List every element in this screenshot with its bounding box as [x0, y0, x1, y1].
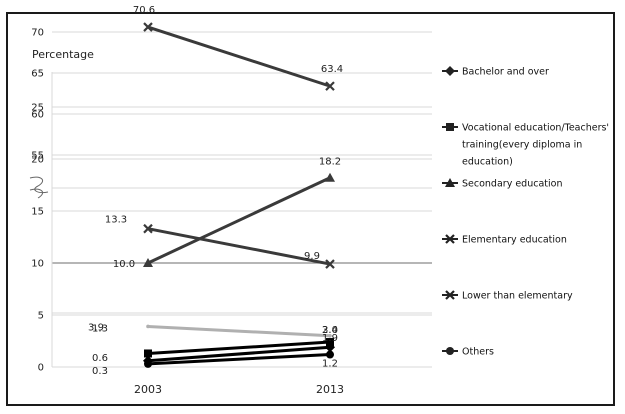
- data-point: [143, 258, 153, 267]
- data-label: 10.0: [113, 259, 135, 270]
- y-tick-label: 55: [31, 151, 44, 162]
- data-label: 13.3: [105, 215, 127, 226]
- legend-item: Vocational education/Teachers' training(e…: [442, 123, 609, 168]
- data-point: [144, 349, 152, 358]
- legend-item: Elementary education: [442, 234, 567, 246]
- legend-label: education): [462, 157, 513, 168]
- y-tick-label: 5: [38, 311, 44, 322]
- y-axis-ticks: 0510152025556065707580: [31, 28, 44, 374]
- data-point: [325, 259, 335, 269]
- series-lines: [147, 25, 331, 366]
- data-label: 9.9: [304, 251, 320, 262]
- legend: Bachelor and over Vocational education/Te…: [442, 66, 609, 358]
- axis-break-symbol: [29, 176, 49, 199]
- series-line: [147, 340, 331, 355]
- data-point: [143, 223, 153, 234]
- data-label: 18.2: [319, 157, 341, 168]
- x-tick-label: 2003: [134, 383, 162, 396]
- legend-label: Lower than elementary: [462, 291, 573, 302]
- axis-break-curve: [29, 188, 43, 199]
- axis-break-curve: [29, 176, 49, 193]
- data-point: [144, 359, 152, 368]
- data-label: 1.3: [92, 323, 108, 334]
- data-point: [146, 324, 150, 329]
- data-label: 3.9: [88, 322, 104, 333]
- legend-marker: [445, 234, 455, 244]
- series-line: [147, 176, 331, 265]
- series-line: [147, 353, 331, 366]
- chart-frame: [6, 12, 615, 406]
- legend-item: Secondary education: [442, 178, 562, 190]
- legend-label: Bachelor and over: [462, 67, 549, 78]
- legend-label: Elementary education: [462, 235, 567, 246]
- data-label: 0.3: [92, 366, 108, 377]
- legend-marker: [445, 290, 455, 300]
- legend-label: Vocational education/Teachers': [462, 123, 609, 134]
- y-tick-label: 25: [31, 103, 44, 114]
- data-point: [326, 350, 334, 359]
- y-tick-label: 10: [31, 259, 44, 270]
- data-labels: 0.6 1.9 1.3 2.4 10.0 18.2 13.3 9.9 70.6 63.4 3.9 3.…: [88, 5, 343, 377]
- gridlines: [51, 31, 432, 368]
- data-label: 70.6: [133, 5, 155, 16]
- series-line: [147, 227, 331, 266]
- data-point: [143, 22, 153, 32]
- data-label: 2.4: [322, 325, 338, 336]
- series-line: [147, 345, 331, 363]
- y-tick-label: 60: [31, 110, 44, 121]
- y-tick-label: 70: [31, 28, 44, 39]
- y-axis-label: Percentage: [32, 48, 94, 61]
- y-tick-label: 65: [31, 69, 44, 80]
- data-point: [328, 334, 332, 338]
- legend-label: training(every diploma in: [462, 140, 582, 151]
- legend-label: Secondary education: [462, 179, 562, 190]
- x-tick-label: 2013: [316, 383, 344, 396]
- legend-label: Others: [462, 347, 494, 358]
- data-label: 1.9: [322, 333, 338, 344]
- data-point: [325, 172, 335, 182]
- data-label: 3.0: [322, 325, 338, 336]
- x-axis-ticks: 2003 2013: [134, 383, 344, 396]
- legend-marker: [445, 178, 455, 187]
- y-tick-label: 15: [31, 207, 44, 218]
- legend-item: Lower than elementary: [442, 290, 573, 302]
- legend-marker: [445, 66, 455, 76]
- y-tick-label: 20: [31, 155, 44, 166]
- y-tick-label: 0: [38, 363, 44, 374]
- legend-item: Others: [442, 347, 494, 358]
- legend-marker: [446, 123, 454, 131]
- series-line: [147, 324, 331, 338]
- series-line: [147, 25, 331, 88]
- data-point: [326, 338, 334, 347]
- data-label: 0.6: [92, 353, 108, 364]
- legend-marker: [446, 347, 454, 355]
- series-markers: [143, 22, 335, 368]
- data-label: 1.2: [322, 359, 338, 370]
- data-point: [325, 81, 335, 91]
- legend-item: Bachelor and over: [442, 66, 549, 78]
- data-label: 63.4: [321, 64, 343, 75]
